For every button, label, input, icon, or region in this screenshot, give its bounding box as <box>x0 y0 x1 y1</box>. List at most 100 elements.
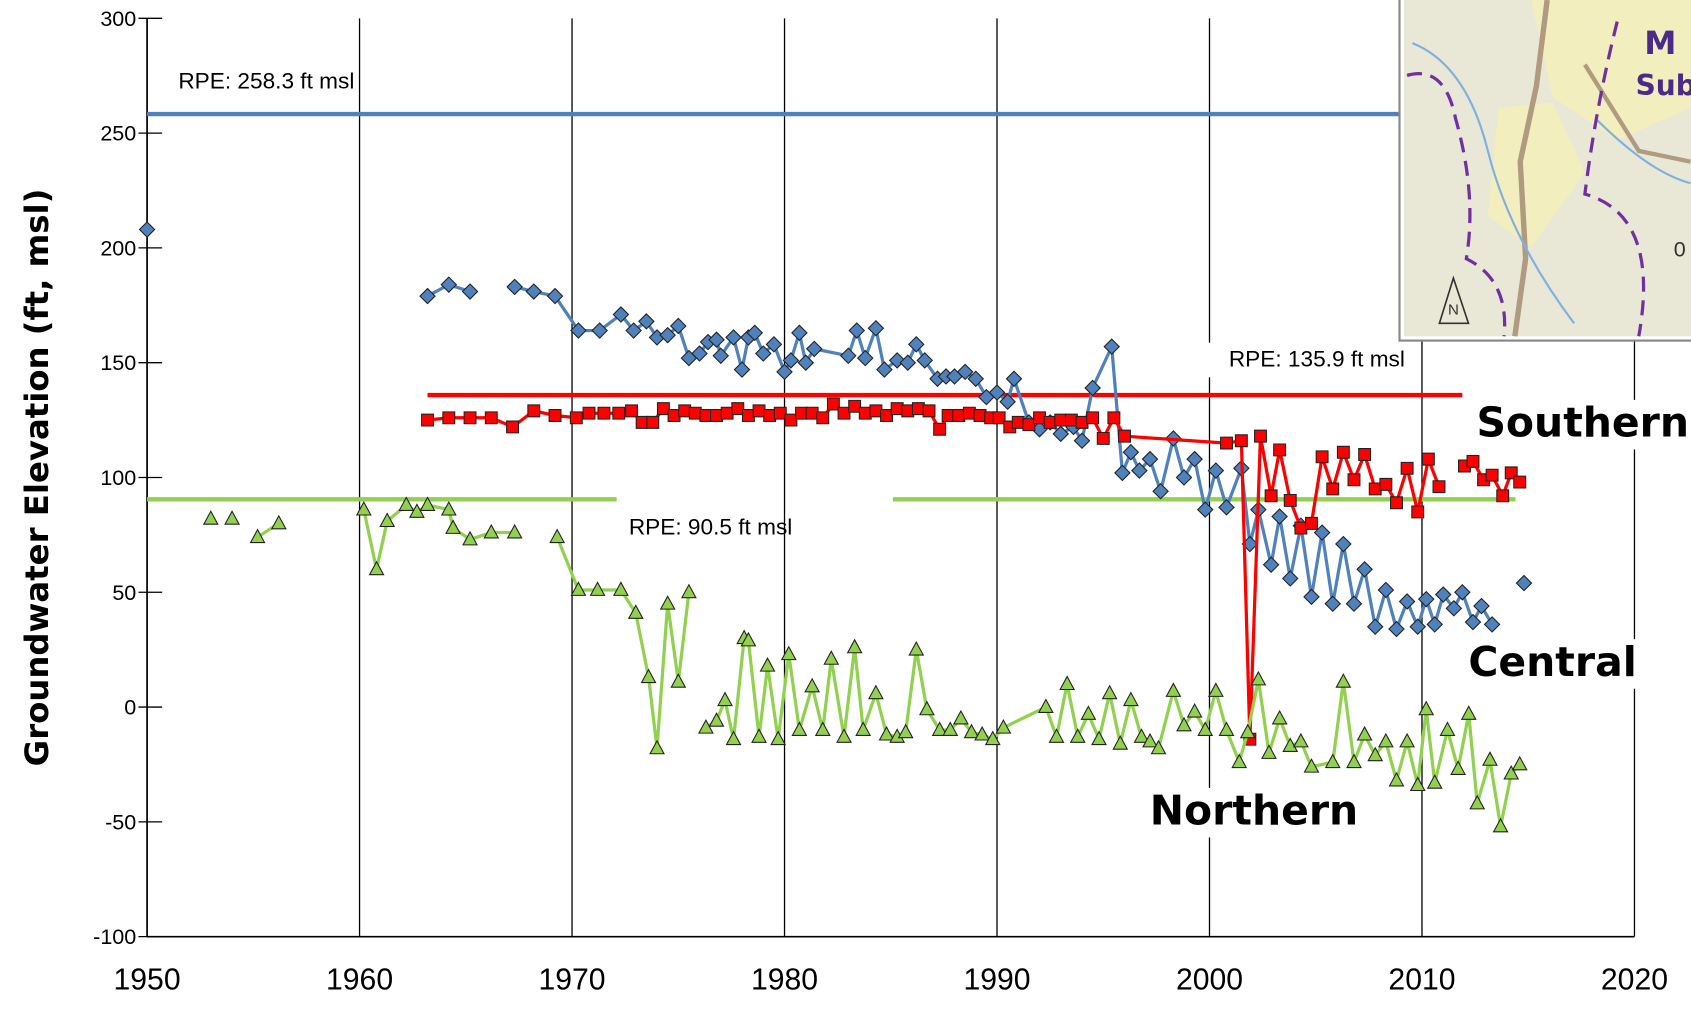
marker <box>846 638 863 654</box>
y-tick-label: 0 <box>124 695 136 720</box>
marker <box>483 523 500 539</box>
marker <box>678 404 692 418</box>
marker <box>725 730 742 746</box>
marker <box>1086 411 1100 425</box>
marker <box>784 413 798 427</box>
marker <box>1022 418 1036 432</box>
marker <box>627 604 644 619</box>
marker <box>1165 682 1182 697</box>
marker <box>680 583 697 599</box>
marker <box>1131 462 1148 479</box>
marker <box>1511 755 1528 771</box>
marker <box>754 345 772 362</box>
marker <box>506 278 523 296</box>
marker <box>1496 489 1510 503</box>
marker <box>876 361 893 378</box>
marker <box>1073 432 1091 450</box>
marker <box>591 322 608 339</box>
marker <box>582 406 596 420</box>
marker <box>805 406 819 420</box>
marker <box>1054 413 1068 427</box>
marker <box>933 422 947 436</box>
marker <box>1033 411 1046 425</box>
marker <box>1152 482 1169 500</box>
marker <box>1388 620 1405 638</box>
urban-area <box>1530 0 1691 141</box>
marker <box>1377 732 1394 748</box>
marker <box>442 411 456 425</box>
marker <box>773 406 787 420</box>
marker <box>1048 728 1065 743</box>
marker <box>570 322 587 339</box>
marker <box>1186 702 1203 718</box>
marker <box>1335 673 1352 688</box>
marker <box>1114 464 1131 482</box>
marker <box>1264 489 1278 503</box>
marker <box>1292 732 1309 748</box>
marker <box>804 677 821 693</box>
marker <box>1492 817 1509 833</box>
marker <box>899 354 917 371</box>
marker <box>1141 450 1159 468</box>
marker <box>270 514 287 530</box>
marker <box>826 397 840 411</box>
marker <box>440 500 457 516</box>
marker <box>797 354 815 371</box>
y-tick-label: 300 <box>100 6 136 31</box>
marker <box>1439 721 1456 736</box>
series-line <box>256 503 1521 829</box>
marker <box>1112 735 1129 750</box>
map-label: N <box>1448 302 1459 319</box>
marker <box>918 700 935 716</box>
marker <box>751 728 767 743</box>
marker <box>224 510 240 525</box>
marker <box>791 721 808 736</box>
marker <box>1118 429 1131 443</box>
marker <box>463 411 477 425</box>
marker <box>848 322 866 339</box>
y-tick-label: 150 <box>100 350 136 375</box>
marker <box>1513 475 1527 489</box>
marker <box>640 668 657 684</box>
marker <box>1366 618 1384 636</box>
marker <box>805 340 823 358</box>
marker <box>669 317 687 335</box>
marker <box>1262 556 1280 574</box>
marker <box>1426 774 1443 789</box>
marker <box>1303 758 1320 773</box>
marker <box>398 496 415 511</box>
marker <box>890 402 904 416</box>
series-line <box>427 402 1521 741</box>
marker <box>962 406 976 420</box>
marker <box>1432 480 1446 494</box>
x-tick-label: 1990 <box>963 963 1030 996</box>
x-tick-label: 1950 <box>114 963 181 996</box>
y-axis-title: Groundwater Elevation (ft, msl) <box>18 189 56 767</box>
marker <box>763 409 777 422</box>
marker <box>770 730 787 746</box>
marker <box>1122 443 1140 461</box>
marker <box>1336 445 1350 459</box>
y-tick-label: 200 <box>100 235 136 260</box>
marker <box>992 411 1006 425</box>
marker <box>1377 581 1395 599</box>
marker <box>1186 450 1203 468</box>
marker <box>708 331 725 349</box>
y-tick-label: -50 <box>105 809 136 834</box>
marker <box>1075 415 1089 429</box>
marker <box>1197 721 1214 736</box>
marker <box>1399 732 1416 748</box>
marker <box>995 719 1012 734</box>
marker <box>1305 516 1318 530</box>
marker <box>1282 737 1299 753</box>
marker <box>1101 684 1118 700</box>
marker <box>1421 452 1435 466</box>
marker <box>869 404 883 418</box>
marker <box>1254 429 1267 443</box>
marker <box>1466 454 1480 468</box>
marker <box>1271 709 1288 725</box>
marker <box>484 411 498 425</box>
marker <box>1059 675 1076 691</box>
